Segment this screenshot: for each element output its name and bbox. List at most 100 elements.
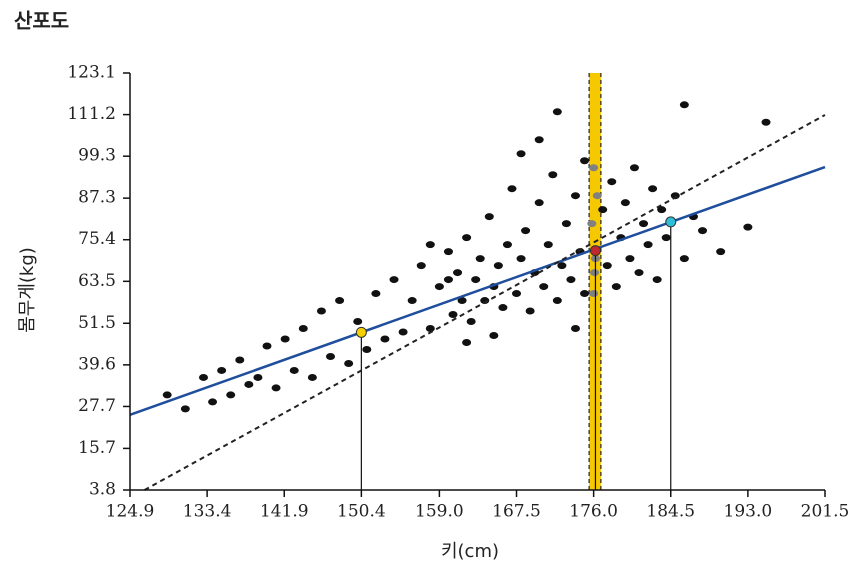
data-point <box>271 384 281 392</box>
x-axis-label: 키(cm) <box>441 541 499 562</box>
x-tick-label: 124.9 <box>106 502 155 522</box>
data-point <box>507 185 517 193</box>
x-tick-label: 176.0 <box>569 502 618 522</box>
y-tick-label: 3.8 <box>89 480 116 500</box>
band-point <box>592 192 602 200</box>
data-point <box>634 269 644 277</box>
data-point <box>611 283 621 291</box>
y-tick-label: 87.3 <box>78 188 116 208</box>
data-point <box>307 373 317 381</box>
data-point <box>475 255 485 263</box>
data-point <box>335 297 345 305</box>
data-point <box>629 164 639 172</box>
y-tick-label: 99.3 <box>78 146 116 166</box>
data-point <box>639 220 649 228</box>
data-point <box>502 241 512 249</box>
highlight-point <box>355 326 367 338</box>
data-point <box>525 307 535 315</box>
data-point <box>466 318 476 326</box>
chart-title: 산포도 <box>14 9 69 33</box>
data-point <box>652 276 662 284</box>
data-point <box>471 276 481 284</box>
data-point <box>326 352 336 360</box>
data-point <box>448 311 458 319</box>
data-point <box>543 241 553 249</box>
data-point <box>534 199 544 207</box>
data-point <box>607 178 617 186</box>
data-point <box>620 199 630 207</box>
y-tick-label: 15.7 <box>78 438 116 458</box>
data-point <box>217 366 227 374</box>
data-point <box>493 262 503 270</box>
data-point <box>698 227 708 235</box>
data-point <box>489 332 499 340</box>
data-point <box>462 338 472 346</box>
data-point <box>661 234 671 242</box>
regression-line <box>129 165 826 417</box>
data-point <box>516 150 526 158</box>
data-point <box>244 380 254 388</box>
data-point <box>602 262 612 270</box>
x-tick-label: 184.5 <box>646 502 695 522</box>
data-point <box>484 213 494 221</box>
data-point <box>566 276 576 284</box>
data-point <box>580 290 590 298</box>
data-point <box>344 359 354 367</box>
data-point <box>316 307 326 315</box>
data-point <box>453 269 463 277</box>
data-point <box>162 391 172 399</box>
data-point <box>570 192 580 200</box>
x-tick-label: 150.4 <box>337 502 386 522</box>
data-point <box>552 108 562 116</box>
data-point <box>548 171 558 179</box>
y-tick-label: 123.1 <box>67 63 116 83</box>
data-point <box>516 255 526 263</box>
data-point <box>625 255 635 263</box>
data-point <box>362 345 372 353</box>
x-tick-label: 141.9 <box>260 502 309 522</box>
data-point <box>557 262 567 270</box>
data-point <box>598 206 608 214</box>
data-point <box>371 290 381 298</box>
data-point <box>580 157 590 165</box>
data-point <box>534 136 544 144</box>
data-point <box>434 283 444 291</box>
x-tick-label: 133.4 <box>183 502 232 522</box>
data-point <box>235 356 245 364</box>
data-point <box>679 255 689 263</box>
y-axis-label: 몸무게(kg) <box>17 247 38 333</box>
data-point <box>398 328 408 336</box>
data-point <box>643 241 653 249</box>
y-tick-label: 51.5 <box>78 313 116 333</box>
band-point <box>589 290 599 298</box>
data-point <box>208 398 218 406</box>
data-point <box>521 227 531 235</box>
data-point <box>561 220 571 228</box>
y-tick-label: 39.6 <box>78 354 116 374</box>
data-point <box>443 276 453 284</box>
data-point <box>262 342 272 350</box>
data-point <box>198 373 208 381</box>
band-point <box>589 164 599 172</box>
data-point <box>670 192 680 200</box>
data-point <box>298 325 308 333</box>
data-point <box>226 391 236 399</box>
data-point <box>425 241 435 249</box>
x-tick-label: 159.0 <box>415 502 464 522</box>
y-tick-label: 111.2 <box>67 104 116 124</box>
reference-line <box>144 114 826 491</box>
highlight-point <box>589 245 601 257</box>
data-point <box>443 248 453 256</box>
data-point <box>389 276 399 284</box>
data-point <box>743 223 753 231</box>
data-point <box>570 325 580 333</box>
band-point <box>587 220 597 228</box>
data-point <box>552 297 562 305</box>
band-point <box>590 269 600 277</box>
data-point <box>353 318 363 326</box>
x-tick-label: 167.5 <box>492 502 541 522</box>
x-tick-label: 201.5 <box>801 502 850 522</box>
data-point <box>416 262 426 270</box>
data-point <box>180 405 190 413</box>
data-point <box>407 297 417 305</box>
